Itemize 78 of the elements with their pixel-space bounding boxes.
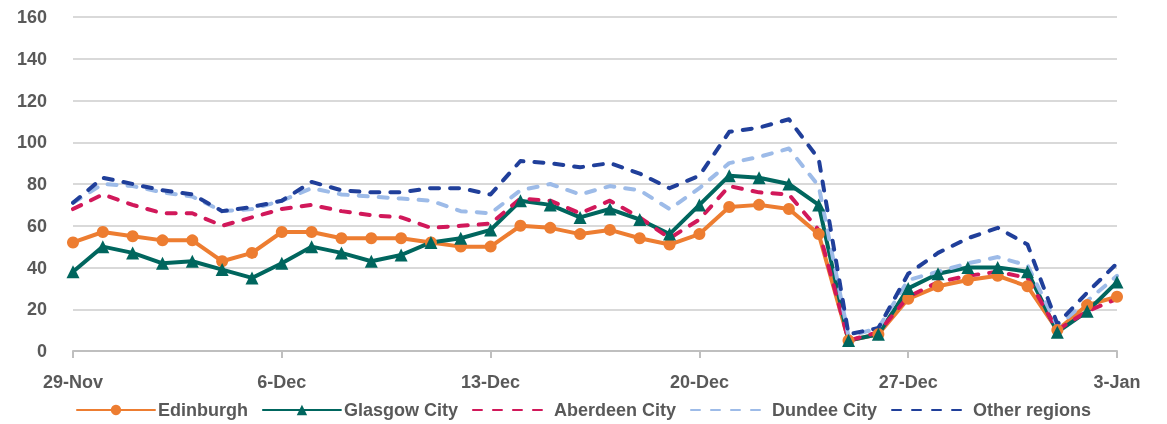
x-tick-label: 13-Dec	[461, 372, 521, 392]
point	[96, 240, 110, 254]
point	[454, 231, 468, 245]
point	[961, 274, 974, 287]
point	[305, 240, 319, 254]
point	[544, 221, 557, 234]
x-tick-label: 20-Dec	[669, 372, 729, 392]
y-tick-label: 120	[16, 90, 47, 111]
x-tick-label: 3-Jan	[1093, 372, 1141, 392]
point	[573, 210, 587, 224]
point	[513, 194, 527, 208]
point	[1021, 265, 1035, 279]
point	[156, 234, 169, 247]
legend-label: Dundee City	[772, 400, 878, 420]
point	[126, 246, 140, 260]
point	[186, 234, 199, 247]
point	[394, 248, 408, 262]
y-tick-label: 60	[26, 215, 47, 236]
y-tick-label: 80	[26, 174, 47, 194]
point	[245, 271, 259, 285]
point	[603, 202, 617, 216]
y-tick-label: 20	[26, 299, 47, 320]
point	[484, 223, 498, 237]
y-tick-label: 100	[16, 132, 47, 153]
y-tick-label: 160	[16, 7, 47, 27]
point	[305, 226, 318, 239]
point	[901, 281, 915, 295]
point	[66, 265, 80, 279]
legend-label: Aberdeen City	[553, 400, 676, 420]
y-tick-label: 40	[26, 257, 47, 278]
x-tick-label: 29-Nov	[42, 372, 104, 392]
point	[155, 256, 169, 270]
legend-label: Glasgow City	[343, 400, 458, 420]
point	[365, 232, 378, 245]
point	[484, 240, 497, 253]
point	[216, 255, 229, 268]
point	[782, 203, 795, 216]
point	[574, 228, 587, 241]
point	[693, 228, 706, 241]
point	[185, 254, 199, 268]
point	[514, 219, 527, 232]
point	[215, 263, 229, 277]
legend-label: Other regions	[973, 400, 1092, 420]
point	[931, 267, 945, 281]
point	[812, 198, 826, 212]
point	[543, 198, 557, 212]
y-tick-label: 0	[36, 341, 47, 361]
point	[961, 261, 975, 274]
legend-label: Edinburgh	[157, 400, 248, 420]
point	[1080, 304, 1094, 318]
point	[752, 171, 766, 185]
point	[245, 246, 258, 259]
point	[1111, 290, 1123, 303]
point	[364, 254, 378, 268]
point	[932, 280, 945, 293]
point	[782, 177, 796, 191]
point	[723, 200, 736, 213]
point	[275, 256, 289, 270]
x-tick-label: 6-Dec	[257, 372, 307, 392]
y-tick-label: 140	[16, 48, 47, 69]
point	[753, 198, 766, 211]
point	[1021, 280, 1034, 293]
point	[335, 232, 348, 245]
point	[663, 227, 677, 241]
point	[812, 228, 825, 241]
x-tick-label: 27-Dec	[878, 372, 938, 392]
point	[722, 169, 736, 183]
point	[67, 236, 79, 249]
point	[633, 212, 647, 226]
point	[603, 223, 616, 236]
point	[633, 232, 646, 245]
point	[126, 230, 139, 243]
point	[334, 246, 348, 260]
point	[96, 226, 109, 239]
point	[991, 261, 1005, 274]
point	[395, 232, 408, 245]
point	[1110, 275, 1124, 289]
point	[275, 226, 288, 239]
